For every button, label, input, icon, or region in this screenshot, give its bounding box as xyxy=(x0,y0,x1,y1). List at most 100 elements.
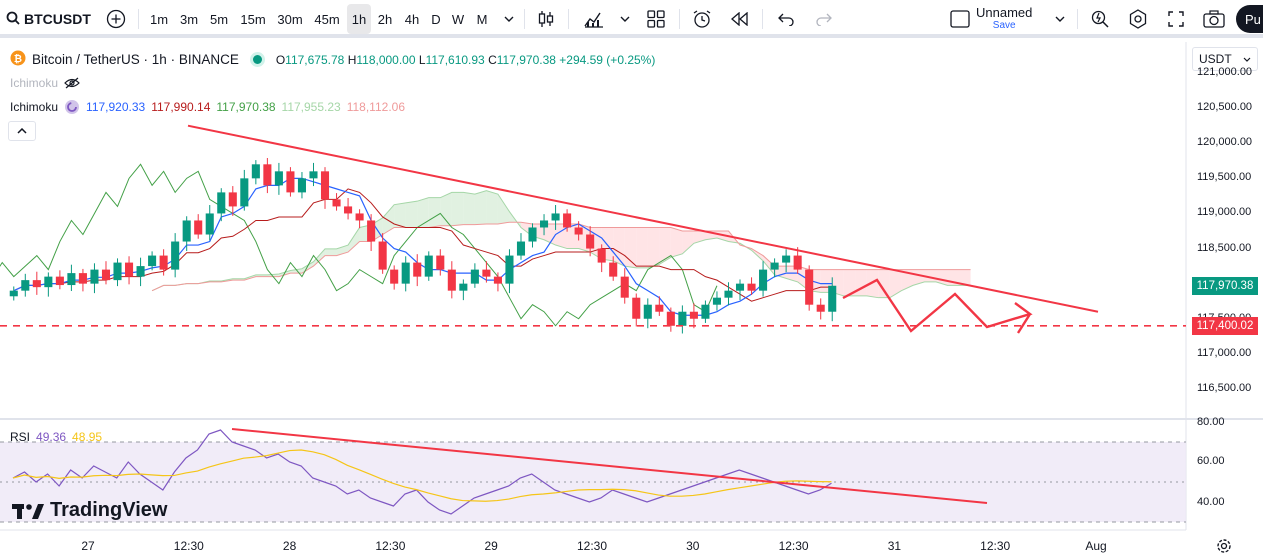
undo-button[interactable] xyxy=(774,0,798,38)
replay-button[interactable] xyxy=(727,0,753,38)
settings-button[interactable] xyxy=(1126,0,1150,38)
candle-body xyxy=(217,192,226,214)
fullscreen-button[interactable] xyxy=(1164,0,1188,38)
plus-circle-icon xyxy=(106,9,126,29)
chart-settings-button[interactable] xyxy=(1216,538,1232,559)
redo-button[interactable] xyxy=(812,0,836,38)
candle-body xyxy=(655,304,664,312)
candle-body xyxy=(482,269,491,277)
screenshot-button[interactable] xyxy=(1201,0,1227,38)
symbol-title[interactable]: Bitcoin / TetherUS · 1h · BINANCE xyxy=(32,52,239,67)
eye-off-icon[interactable] xyxy=(64,77,80,89)
candle-body xyxy=(32,280,41,288)
candle-body xyxy=(148,255,157,267)
indicator-ichimoku[interactable]: Ichimoku 117,920.33 117,990.14 117,970.38 1… xyxy=(10,99,405,115)
bitcoin-icon: ₿ xyxy=(10,50,26,69)
candle-body xyxy=(251,164,260,179)
candle-body xyxy=(55,276,64,286)
alert-button[interactable] xyxy=(689,0,715,38)
cloud-segment xyxy=(313,248,326,267)
cloud-segment xyxy=(682,231,694,254)
timeframe-15m[interactable]: 15m xyxy=(240,11,266,27)
symbol-search-button[interactable]: BTCUSDT xyxy=(6,0,91,38)
quick-search-button[interactable] xyxy=(1088,0,1112,38)
price-axis-label: 121,000.00 xyxy=(1197,66,1253,79)
cloud-segment xyxy=(325,248,337,256)
publish-button[interactable]: Pu xyxy=(1236,5,1263,33)
layout-name-button[interactable]: Unnamed Save xyxy=(976,0,1032,38)
ichimoku-cloud xyxy=(152,190,971,298)
indicator-hidden-ichimoku[interactable]: Ichimoku xyxy=(10,76,80,90)
toolbar-divider xyxy=(138,9,139,29)
timeframe-5m[interactable]: 5m xyxy=(209,11,229,27)
candle-body xyxy=(21,280,30,291)
time-axis-label: 30 xyxy=(686,539,700,553)
candle-body xyxy=(540,220,549,228)
layout-dropdown[interactable] xyxy=(1051,0,1069,38)
candle-body xyxy=(297,178,306,193)
collapse-legend-button[interactable] xyxy=(8,121,36,141)
cloud-segment xyxy=(670,227,683,258)
time-axis-label: 12:30 xyxy=(173,539,204,553)
candle-body xyxy=(678,311,687,326)
trendline-price[interactable] xyxy=(187,124,1099,313)
currency-select[interactable]: USDT xyxy=(1192,47,1258,71)
indicators-dropdown[interactable] xyxy=(615,0,635,38)
candle-body xyxy=(782,255,791,263)
ichimoku-value: 118,112.06 xyxy=(346,100,405,114)
chevron-down-icon xyxy=(1243,57,1251,62)
top-toolbar: BTCUSDT 1m 3m 5m 15m 30m 45m 1h 2h 4h D … xyxy=(0,0,1263,38)
timeframe-30m[interactable]: 30m xyxy=(277,11,303,27)
symbol-label: BTCUSDT xyxy=(24,11,91,27)
cloud-segment xyxy=(786,266,798,282)
cloud-segment xyxy=(878,269,890,298)
indicator-name: Ichimoku xyxy=(10,100,59,114)
candle-body xyxy=(355,213,364,221)
time-axis-label: 12:30 xyxy=(980,539,1011,553)
candle-body xyxy=(413,262,422,277)
candle-body xyxy=(828,285,837,312)
candle-body xyxy=(390,269,399,284)
candle-body xyxy=(643,304,652,319)
toolbar-divider xyxy=(1077,9,1078,29)
timeframe-3m[interactable]: 3m xyxy=(179,11,199,27)
candle-body xyxy=(320,171,330,200)
candle-body xyxy=(689,311,698,319)
timeframe-4h[interactable]: 4h xyxy=(404,11,420,27)
candle-body xyxy=(101,269,111,281)
trendline-rsi[interactable] xyxy=(231,428,988,504)
cloud-segment xyxy=(901,269,913,291)
candle-body xyxy=(205,213,214,235)
cloud-segment xyxy=(336,245,349,256)
timeframe-dropdown[interactable] xyxy=(498,0,520,38)
save-label: Save xyxy=(992,20,1016,31)
candle-body xyxy=(309,171,318,179)
layout-button[interactable] xyxy=(643,0,669,38)
timeframe-w[interactable]: W xyxy=(451,11,465,27)
candle-body xyxy=(78,273,87,284)
timeframe-d[interactable]: D xyxy=(431,11,441,27)
candle-body xyxy=(194,220,203,235)
svg-text:₿: ₿ xyxy=(14,53,22,65)
layout-toggle-button[interactable] xyxy=(947,0,973,38)
tradingview-logo: TradingView xyxy=(12,499,167,522)
senkou-span-b xyxy=(151,221,971,292)
chart-type-button[interactable] xyxy=(534,0,558,38)
timeframe-1h[interactable]: 1h xyxy=(347,4,371,34)
projection-path[interactable] xyxy=(842,278,1033,334)
rsi-legend[interactable]: RSI 49.36 48.95 xyxy=(10,430,102,444)
alarm-clock-plus-icon xyxy=(693,10,711,28)
timeframe-1m[interactable]: 1m xyxy=(149,11,169,27)
chikou-span xyxy=(0,163,718,327)
timeframe-2h[interactable]: 2h xyxy=(377,11,393,27)
timeframe-45m[interactable]: 45m xyxy=(314,11,340,27)
indicators-button[interactable] xyxy=(581,0,607,38)
timeframe-m[interactable]: M xyxy=(476,11,488,27)
toolbar-divider xyxy=(524,9,525,29)
cloud-segment xyxy=(474,190,487,225)
compare-symbol-button[interactable] xyxy=(104,0,128,38)
time-axis-label: 27 xyxy=(81,539,95,553)
candle-body xyxy=(44,276,53,288)
tradingview-logo-icon xyxy=(12,503,44,519)
